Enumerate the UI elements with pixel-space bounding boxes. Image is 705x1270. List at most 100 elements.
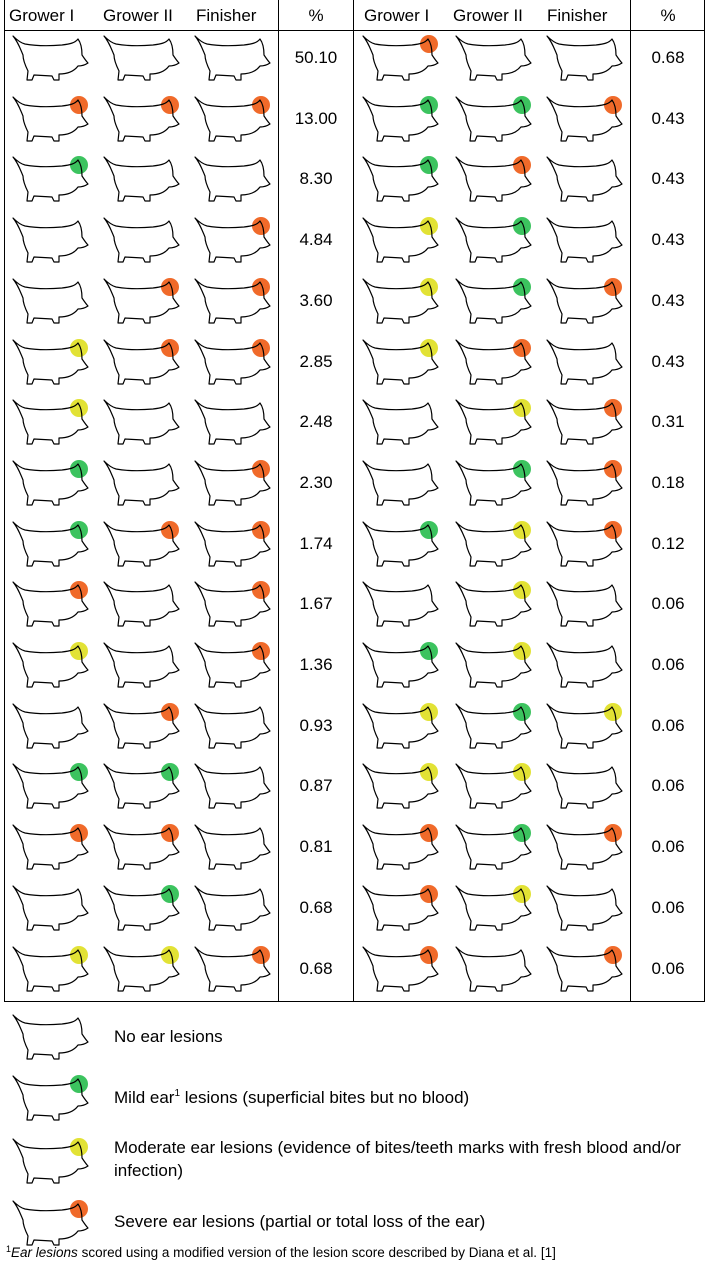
pig-outline (362, 156, 439, 202)
pig-icon (546, 95, 623, 142)
pig-icon (12, 703, 89, 749)
pig-outline (362, 945, 439, 992)
ear-lesion-marker (70, 824, 88, 843)
pig-icon (362, 277, 439, 324)
left-row-10-percent: 1.67 (299, 594, 333, 614)
pig-icon (194, 642, 271, 688)
pig-outline (103, 763, 180, 809)
pig-outline (362, 763, 439, 809)
right-row-3-stage-3-cell (546, 152, 624, 207)
pig-outline (455, 35, 532, 81)
ear-lesion-marker (513, 884, 531, 903)
pig-outline (546, 399, 623, 445)
table-bottom-rule (4, 1001, 705, 1002)
left-row-6-stage-1-cell (12, 335, 90, 390)
pig-outline (12, 278, 89, 324)
pig-outline (546, 338, 623, 385)
pig-outline (455, 520, 532, 567)
ear-lesion-marker (252, 581, 270, 600)
pig-outline (194, 703, 271, 749)
pig-outline (12, 1075, 89, 1121)
left-row-2-stage-3-cell (194, 92, 272, 147)
legend-item-mild-icon-wrap (12, 1071, 90, 1126)
pig-icon (362, 460, 439, 506)
footnote: 1Ear lesions scored using a modified ver… (6, 1244, 556, 1262)
pig-outline (362, 703, 439, 749)
pig-outline (362, 399, 439, 445)
right-row-9-stage-2-cell (455, 517, 533, 572)
right-row-13-stage-2-cell (455, 759, 533, 814)
header-right-grower-2: Grower II (453, 6, 523, 25)
header-left-percent: % (308, 6, 324, 25)
pig-icon (362, 763, 439, 809)
pig-icon (12, 399, 89, 445)
pig-icon (103, 217, 180, 263)
ear-lesion-marker (513, 95, 531, 114)
pig-outline (103, 217, 180, 263)
footnote-text: scored using a modified version of the l… (77, 1245, 556, 1260)
pig-icon (103, 156, 180, 202)
pig-outline (362, 338, 439, 385)
pig-icon (546, 824, 623, 870)
pig-icon (194, 945, 271, 992)
pig-outline (455, 460, 532, 506)
legend-item-moderate-icon-wrap (12, 1134, 90, 1189)
pig-icon (194, 156, 271, 202)
pig-outline (194, 156, 271, 202)
left-row-12-stage-1-cell (12, 699, 90, 754)
left-row-6-percent: 2.85 (299, 351, 333, 371)
pig-outline (455, 399, 532, 445)
right-row-11-stage-3-cell (546, 638, 624, 693)
ear-lesion-marker (420, 520, 438, 539)
pig-outline (546, 156, 623, 202)
left-row-14-stage-3-cell (194, 820, 272, 875)
right-row-12-stage-3-cell (546, 699, 624, 754)
ear-lesion-marker (70, 338, 88, 357)
pig-outline (194, 885, 271, 931)
ear-lesion-marker (513, 156, 531, 175)
left-row-16-percent: 0.68 (299, 958, 333, 978)
left-row-12-percent: 0.93 (299, 715, 333, 735)
pig-outline (362, 35, 439, 81)
pig-icon (362, 95, 439, 142)
pig-icon (546, 763, 623, 809)
right-row-5-percent: 0.43 (651, 290, 685, 310)
pig-icon (546, 277, 623, 324)
pig-outline (12, 1200, 89, 1246)
left-row-13-stage-1-cell (12, 759, 90, 814)
left-row-10-stage-1-cell (12, 577, 90, 632)
right-row-11-stage-2-cell (455, 638, 533, 693)
ear-lesion-marker (70, 581, 88, 600)
pig-outline (194, 945, 271, 992)
right-row-14-stage-1-cell (362, 820, 440, 875)
pig-outline (12, 945, 89, 992)
pig-outline (362, 824, 439, 870)
pig-icon (103, 277, 180, 324)
ear-lesion-marker (252, 520, 270, 539)
pig-icon (103, 945, 180, 992)
pig-outline (362, 642, 439, 688)
left-row-14-stage-2-cell (103, 820, 181, 875)
right-row-6-percent: 0.43 (651, 351, 685, 371)
pig-icon (12, 1014, 89, 1060)
left-row-6-stage-3-cell (194, 335, 272, 390)
pig-outline (455, 703, 532, 749)
pig-outline (103, 885, 180, 931)
pig-icon (194, 217, 271, 263)
right-row-10-stage-1-cell (362, 577, 440, 632)
ear-lesion-marker (513, 642, 531, 660)
left-row-2-stage-2-cell (103, 92, 181, 147)
pig-outline (103, 945, 180, 992)
left-row-7-stage-1-cell (12, 395, 90, 450)
ear-lesion-marker (70, 945, 88, 964)
ear-lesion-marker (70, 642, 88, 660)
left-row-1-percent: 50.10 (294, 48, 338, 67)
left-row-11-stage-3-cell (194, 638, 272, 693)
left-row-9-stage-1-cell (12, 517, 90, 572)
pig-icon (455, 520, 532, 567)
ear-lesion-marker (420, 95, 438, 114)
pig-icon (362, 824, 439, 870)
ear-lesion-marker (161, 95, 179, 114)
pig-icon (194, 277, 271, 324)
header-rule (4, 30, 705, 31)
